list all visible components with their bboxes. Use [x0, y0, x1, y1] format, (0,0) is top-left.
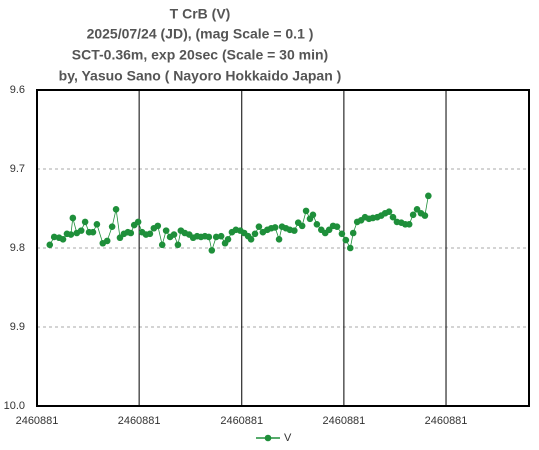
data-point	[205, 233, 213, 241]
data-point	[103, 237, 111, 245]
data-point	[69, 214, 77, 222]
data-point	[298, 222, 306, 230]
data-point	[89, 228, 97, 236]
data-point	[425, 192, 432, 200]
data-point	[421, 212, 429, 219]
data-point	[112, 205, 120, 213]
data-point	[217, 232, 225, 240]
x-tick-label: 2460881	[425, 415, 468, 427]
data-point	[309, 211, 317, 219]
x-tick-label: 2460881	[118, 415, 161, 427]
data-point	[346, 244, 354, 252]
data-point	[146, 230, 154, 238]
data-point	[409, 211, 417, 219]
chart-title: by, Yasuo Sano ( Nayoro Hokkaido Japan )	[59, 68, 342, 84]
data-point	[174, 241, 182, 249]
data-point	[251, 230, 259, 238]
y-tick-label: 9.9	[10, 321, 25, 333]
plot-border	[36, 89, 530, 407]
data-point	[93, 221, 101, 228]
data-point	[108, 223, 116, 230]
chart-title: T CrB (V)	[170, 6, 231, 22]
data-point	[342, 236, 350, 244]
data-point	[77, 227, 85, 234]
data-point	[134, 218, 142, 226]
legend-label: V	[284, 432, 292, 444]
data-point	[158, 241, 166, 249]
data-point	[46, 241, 54, 249]
data-point	[349, 229, 357, 237]
x-tick-label: 2460881	[220, 415, 263, 427]
data-point	[81, 218, 89, 226]
data-point	[275, 236, 283, 243]
y-tick-label: 9.6	[10, 84, 25, 96]
data-point	[333, 223, 341, 230]
data-point	[302, 207, 310, 215]
x-tick-label: 2460881	[322, 415, 365, 427]
data-point	[313, 221, 321, 228]
y-tick-label: 9.8	[10, 242, 25, 254]
y-tick-label: 10.0	[4, 400, 25, 412]
data-point	[162, 227, 170, 234]
chart-title: 2025/07/24 (JD), (mag Scale = 0.1 )	[87, 26, 314, 42]
data-point	[385, 208, 393, 215]
data-point	[255, 223, 263, 230]
data-point	[50, 233, 58, 241]
data-point	[127, 229, 135, 237]
data-point	[389, 213, 397, 221]
data-point	[170, 231, 178, 238]
data-point	[154, 222, 162, 230]
data-point	[405, 221, 413, 228]
x-tick-label: 2460881	[16, 415, 59, 427]
chart-title: SCT-0.36m, exp 20sec (Scale = 30 min)	[72, 47, 328, 63]
data-point	[59, 236, 67, 243]
data-point	[208, 247, 216, 254]
data-point	[224, 236, 232, 243]
data-point	[67, 231, 75, 238]
data-point	[247, 236, 255, 243]
data-point	[271, 224, 279, 231]
y-tick-label: 9.7	[10, 163, 25, 175]
legend-marker	[264, 434, 272, 442]
data-point	[338, 230, 346, 238]
data-point	[212, 233, 220, 241]
data-point	[290, 227, 298, 234]
